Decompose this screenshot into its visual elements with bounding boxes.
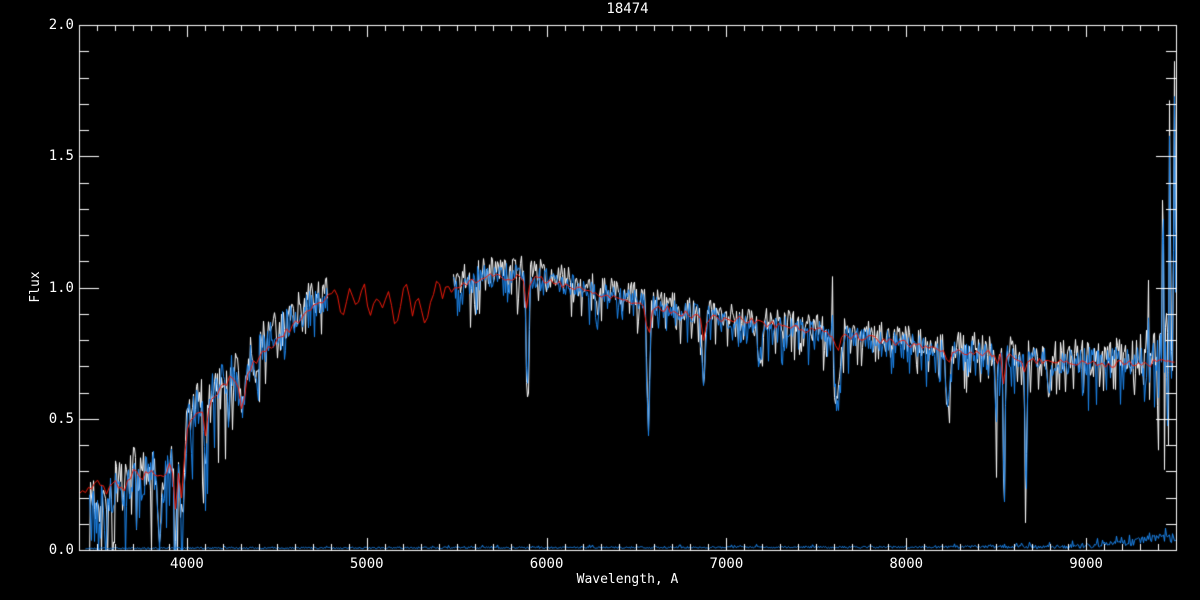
x-tick-label: 7000: [709, 556, 744, 572]
y-tick-label: 1.0: [48, 279, 74, 296]
y-tick-label: 0.0: [48, 542, 74, 558]
y-tick-label: 2.0: [48, 17, 74, 33]
x-tick-label: 4000: [170, 556, 204, 572]
x-tick-label: 6000: [529, 556, 564, 572]
x-tick-label: 5000: [349, 556, 384, 572]
x-tick-label: 8000: [889, 556, 924, 572]
x-axis-label: Wavelength, A: [576, 572, 679, 587]
y-tick-label: 0.5: [48, 410, 74, 427]
x-tick-label: 9000: [1069, 556, 1103, 572]
y-tick-label: 1.5: [48, 148, 74, 165]
plot-title: 18474: [606, 1, 649, 17]
